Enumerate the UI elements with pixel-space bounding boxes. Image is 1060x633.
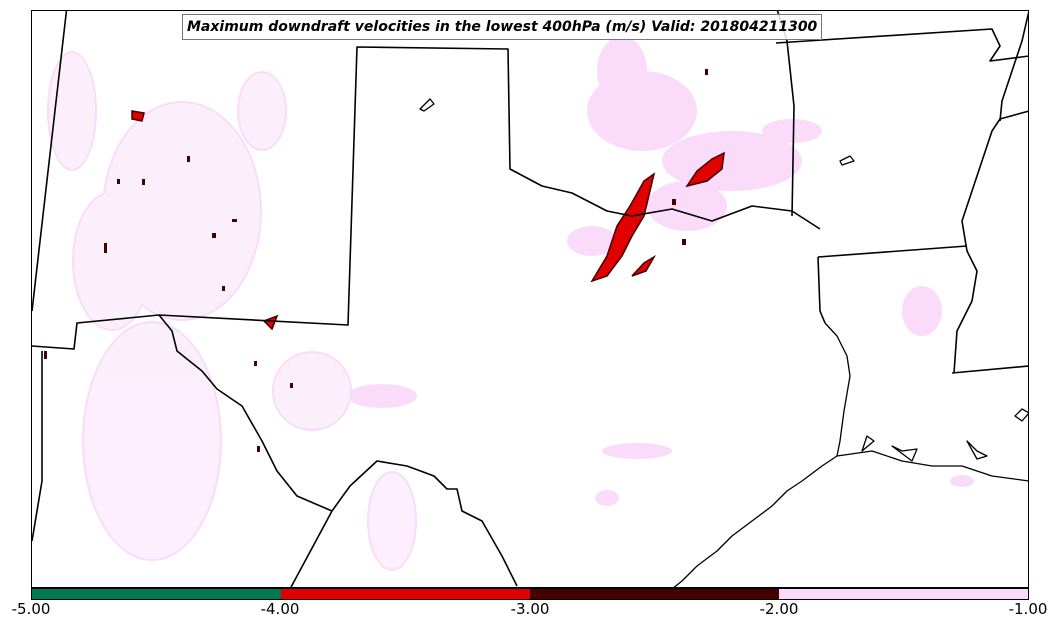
colorbar-bin-1 xyxy=(32,589,281,599)
colorbar-tick-label: -3.00 xyxy=(510,600,550,618)
colorbar-bin-3 xyxy=(530,589,779,599)
colorbar-bin-4 xyxy=(779,589,1028,599)
map-title: Maximum downdraft velocities in the lowe… xyxy=(182,14,823,40)
colorbar-tick-label: -1.00 xyxy=(1008,600,1048,618)
weak-downdraft-field-mask xyxy=(49,53,415,569)
colorbar xyxy=(31,588,1029,600)
map-panel xyxy=(31,10,1029,588)
coastline xyxy=(419,98,1028,587)
colorbar-bin-2 xyxy=(281,589,530,599)
map-canvas xyxy=(32,11,1028,587)
state-boundaries xyxy=(32,11,1028,587)
colorbar-tick-label: -2.00 xyxy=(759,600,799,618)
strong-downdraft-cells xyxy=(131,110,725,331)
colorbar-tick-label: -5.00 xyxy=(11,600,51,618)
colorbar-tick-label: -4.00 xyxy=(260,600,300,618)
moderate-downdraft-specks xyxy=(44,69,708,452)
